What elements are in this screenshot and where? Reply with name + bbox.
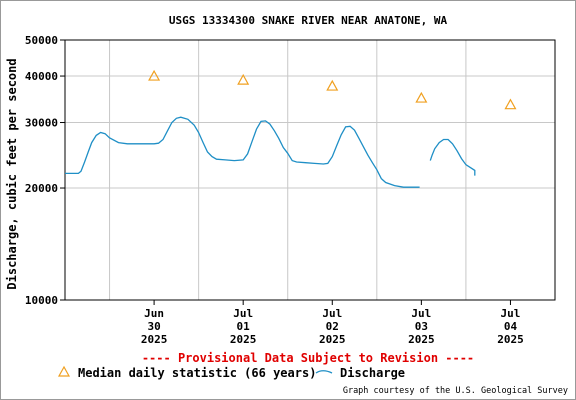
x-tick-label: 03 [415,320,428,333]
median-marker [237,73,250,85]
x-tick-label: 2025 [230,333,257,346]
median-marker [504,98,517,110]
x-tick-label: 30 [147,320,160,333]
x-tick-label: Jul [322,307,342,320]
plot-area [65,40,555,300]
median-marker [415,91,428,103]
legend-discharge-label: Discharge [340,366,405,380]
x-tick-label: 2025 [408,333,435,346]
legend: Median daily statistic (66 years) Discha… [57,365,405,380]
x-tick-label: 2025 [497,333,524,346]
x-tick-label: Jul [501,307,521,320]
y-tick-label: 20000 [25,182,58,195]
chart-title: USGS 13334300 SNAKE RIVER NEAR ANATONE, … [169,14,448,27]
y-tick-label: 10000 [25,294,58,307]
x-tick-label: Jul [233,307,253,320]
median-marker [148,69,161,81]
y-axis-label: Discharge, cubic feet per second [5,58,19,289]
x-tick-label: 2025 [141,333,168,346]
y-tick-label: 40000 [25,70,58,83]
legend-median-marker [57,365,71,377]
x-tick-label: Jun [144,307,164,320]
x-tick-label: Jul [411,307,431,320]
median-marker [326,79,339,91]
discharge-line [429,138,476,176]
provisional-notice: ---- Provisional Data Subject to Revisio… [142,351,474,365]
credit-text: Graph courtesy of the U.S. Geological Su… [343,386,568,396]
y-tick-label: 50000 [25,34,58,47]
y-tick-label: 30000 [25,117,58,130]
x-tick-label: 2025 [319,333,346,346]
discharge-line [65,116,420,188]
x-tick-label: 04 [504,320,518,333]
plot-border [64,39,556,301]
x-tick-label: 01 [237,320,251,333]
legend-discharge-line [315,370,333,374]
x-tick-label: 02 [326,320,339,333]
legend-median-label: Median daily statistic (66 years) [78,366,316,380]
